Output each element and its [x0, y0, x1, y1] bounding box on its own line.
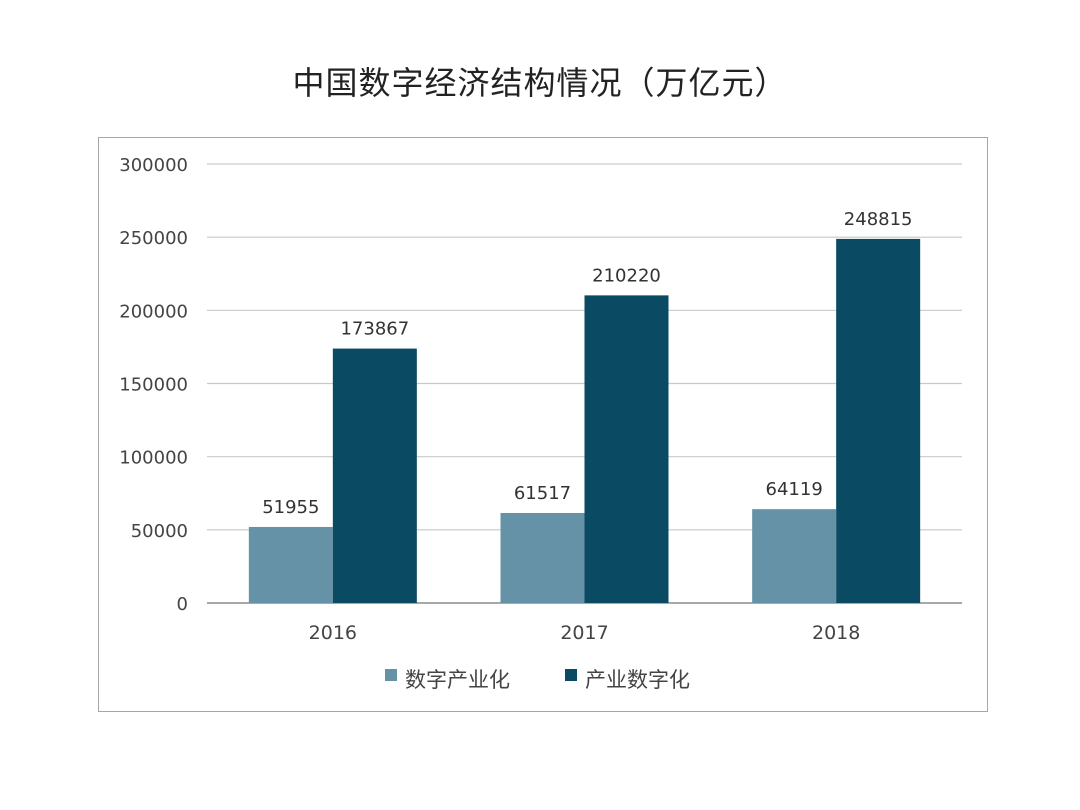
data-label: 51955	[262, 497, 319, 518]
data-label: 64119	[766, 479, 823, 500]
bar	[500, 512, 585, 603]
bar	[248, 526, 333, 603]
bar	[752, 509, 837, 603]
y-tick-label: 50000	[131, 521, 188, 542]
legend: 数字产业化 产业数字化	[385, 668, 690, 692]
bar	[584, 295, 669, 603]
bar	[332, 348, 417, 603]
x-axis-ticks: 2016 2017 2018	[309, 622, 861, 644]
legend-swatch	[385, 669, 397, 681]
data-label: 210220	[592, 265, 661, 286]
data-label: 61517	[514, 483, 571, 504]
bars	[248, 238, 921, 604]
y-tick-label: 150000	[119, 375, 188, 396]
y-tick-label: 300000	[119, 155, 188, 176]
x-tick-label: 2017	[560, 622, 608, 644]
legend-label: 数字产业化	[405, 668, 510, 692]
y-axis-ticks: 0 50000 100000 150000 200000 250000 300000	[119, 155, 188, 615]
y-tick-label: 250000	[119, 228, 188, 249]
chart-title: 中国数字经济结构情况（万亿元）	[292, 64, 788, 102]
x-tick-label: 2018	[812, 622, 860, 644]
x-tick-label: 2016	[309, 622, 357, 644]
y-tick-label: 200000	[119, 301, 188, 322]
legend-label: 产业数字化	[585, 668, 690, 692]
bar	[836, 238, 921, 604]
legend-swatch	[565, 669, 577, 681]
y-tick-label: 100000	[119, 448, 188, 469]
data-label: 248815	[844, 209, 913, 230]
data-labels: 51955 173867 61517 210220 64119 248815	[262, 209, 912, 518]
y-tick-label: 0	[177, 594, 188, 615]
data-label: 173867	[340, 319, 409, 340]
